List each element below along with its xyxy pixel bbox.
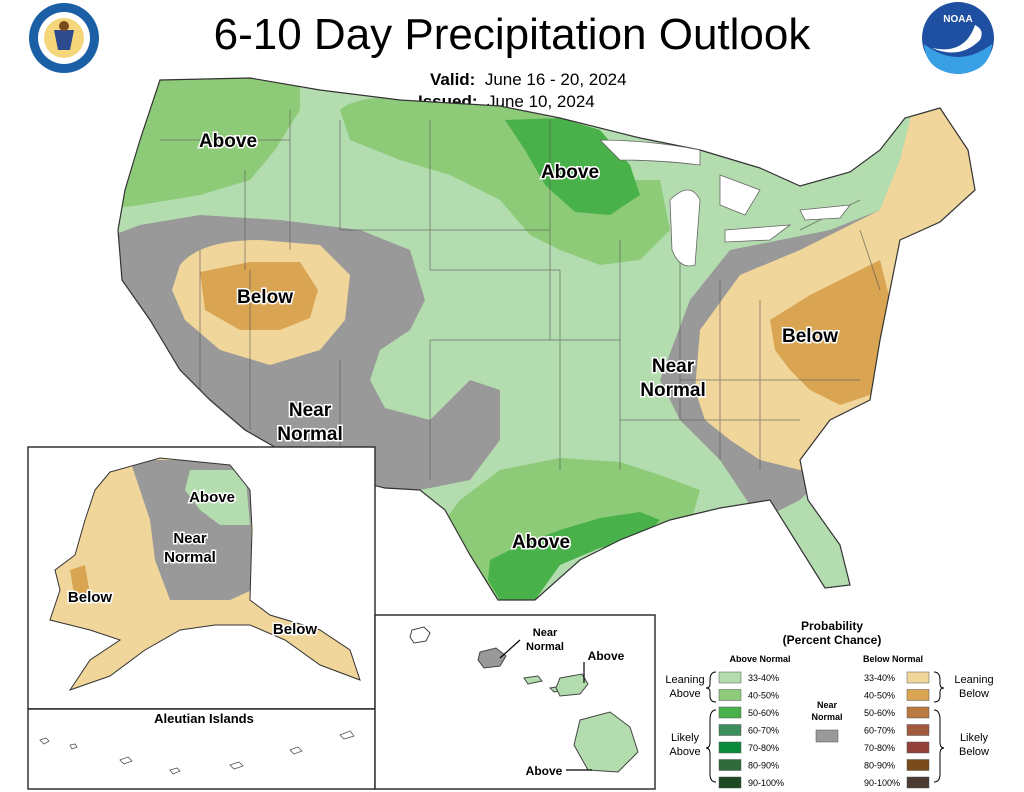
legend-below-swatch-0 [906,671,930,684]
legend-title-1: Probability [801,619,863,633]
label-upper-midwest-above: Above [541,162,599,183]
legend-below-range-4: 70-80% [864,743,895,753]
label-alaska-normal: Normal [164,549,216,566]
legend-near-swatch [815,729,839,743]
label-southwest-near: Near [289,400,332,421]
label-southwest-normal: Normal [277,424,342,445]
label-great-basin-below: Below [237,287,293,308]
legend-brace-likely-above [705,709,717,783]
valid-label: Valid: [430,70,476,89]
hawaii-big-island-above [573,711,639,773]
legend-likely-below-1: Likely [960,732,989,744]
noaa-logo: NOAA [922,2,994,74]
label-alaska-west-below: Below [68,589,113,606]
label-texas-coast-above: Above [512,532,570,553]
legend-below-swatch-6 [906,776,930,789]
legend-above-range-6: 90-100% [748,778,784,788]
legend-above-swatch-5 [718,759,742,771]
page-title: 6-10 Day Precipitation Outlook [213,10,811,59]
legend-brace-likely-below [933,709,945,783]
hawaii-near-pointer [499,639,521,659]
legend-title-2: (Percent Chance) [783,633,882,647]
label-ohio-valley-normal: Normal [640,380,705,401]
legend-above-header: Above Normal [729,654,790,664]
label-hawaii-above-2: Above [526,764,563,778]
legend-below-range-1: 40-50% [864,691,895,701]
alaska-outline [49,457,361,691]
legend-leaning-above-1: Leaning [665,674,704,686]
hawaii-islands [409,626,639,773]
legend-below-swatch-3 [906,724,930,736]
legend-below-swatch-4 [906,741,930,754]
legend-likely-above-1: Likely [671,732,700,744]
legend-above-swatch-2 [718,706,742,719]
legend-below-swatch-2 [906,706,930,719]
legend: Probability (Percent Chance) Above Norma… [665,619,994,789]
legend-likely-above-2: Above [669,746,700,758]
legend-above-swatch-6 [718,776,742,789]
issued-value: June 10, 2024 [486,92,595,111]
noaa-logo-text: NOAA [943,14,972,25]
legend-near-1: Near [817,700,838,710]
label-northwest-above: Above [199,131,257,152]
legend-leaning-above-2: Above [669,688,700,700]
legend-rows: 33-40% 33-40% 40-50% 40-50% 50-60% 50-60% 60-7… [718,671,930,789]
label-hawaii-above-1: Above [588,649,625,663]
legend-below-swatch-5 [906,759,930,771]
legend-above-swatch-3 [718,724,742,736]
legend-above-range-2: 50-60% [748,708,779,718]
legend-near-2: Normal [811,712,842,722]
legend-likely-below-2: Below [959,746,989,758]
alaska-region-above [185,470,250,525]
legend-below-swatch-1 [906,689,930,701]
label-alaska-near: Near [173,530,207,547]
legend-brace-leaning-below [933,671,945,703]
alaska-region-below-40 [70,565,90,600]
region-texas-coast-above-50 [488,512,660,600]
hawaii-oahu-near-normal [477,647,507,669]
legend-leaning-below-1: Leaning [954,674,993,686]
legend-below-range-0: 33-40% [864,673,895,683]
region-mid-atlantic-below-40 [770,260,890,405]
legend-above-swatch-1 [718,689,742,701]
legend-brace-leaning-above [705,671,717,703]
us-outline [117,77,976,601]
legend-above-range-1: 40-50% [748,691,779,701]
legend-below-header: Below Normal [863,654,923,664]
legend-above-range-3: 60-70% [748,726,779,736]
legend-below-range-5: 80-90% [864,761,895,771]
aleutian-islands [39,730,355,775]
legend-above-range-4: 70-80% [748,743,779,753]
valid-value: June 16 - 20, 2024 [484,70,627,89]
label-mid-atlantic-below: Below [782,326,838,347]
valid-date: Valid: June 16 - 20, 2024 [430,70,627,90]
legend-below-range-6: 90-100% [864,778,900,788]
legend-above-swatch-0 [718,671,742,684]
legend-above-swatch-4 [718,741,742,754]
label-hawaii-normal: Normal [526,641,564,653]
label-aleutian-islands: Aleutian Islands [154,711,254,726]
legend-above-range-5: 80-90% [748,761,779,771]
legend-below-range-2: 50-60% [864,708,895,718]
label-alaska-south-below: Below [273,621,318,638]
label-alaska-north-above: Above [189,489,235,506]
great-lakes [599,139,851,267]
legend-below-range-3: 60-70% [864,726,895,736]
legend-above-range-0: 33-40% [748,673,779,683]
region-great-basin-below-40 [200,262,318,330]
state-borders [160,110,881,480]
region-upper-midwest-above [340,96,670,266]
label-hawaii-near: Near [533,627,558,639]
label-ohio-valley-near: Near [652,356,695,377]
legend-leaning-below-2: Below [959,688,989,700]
commerce-seal-logo [29,3,99,73]
